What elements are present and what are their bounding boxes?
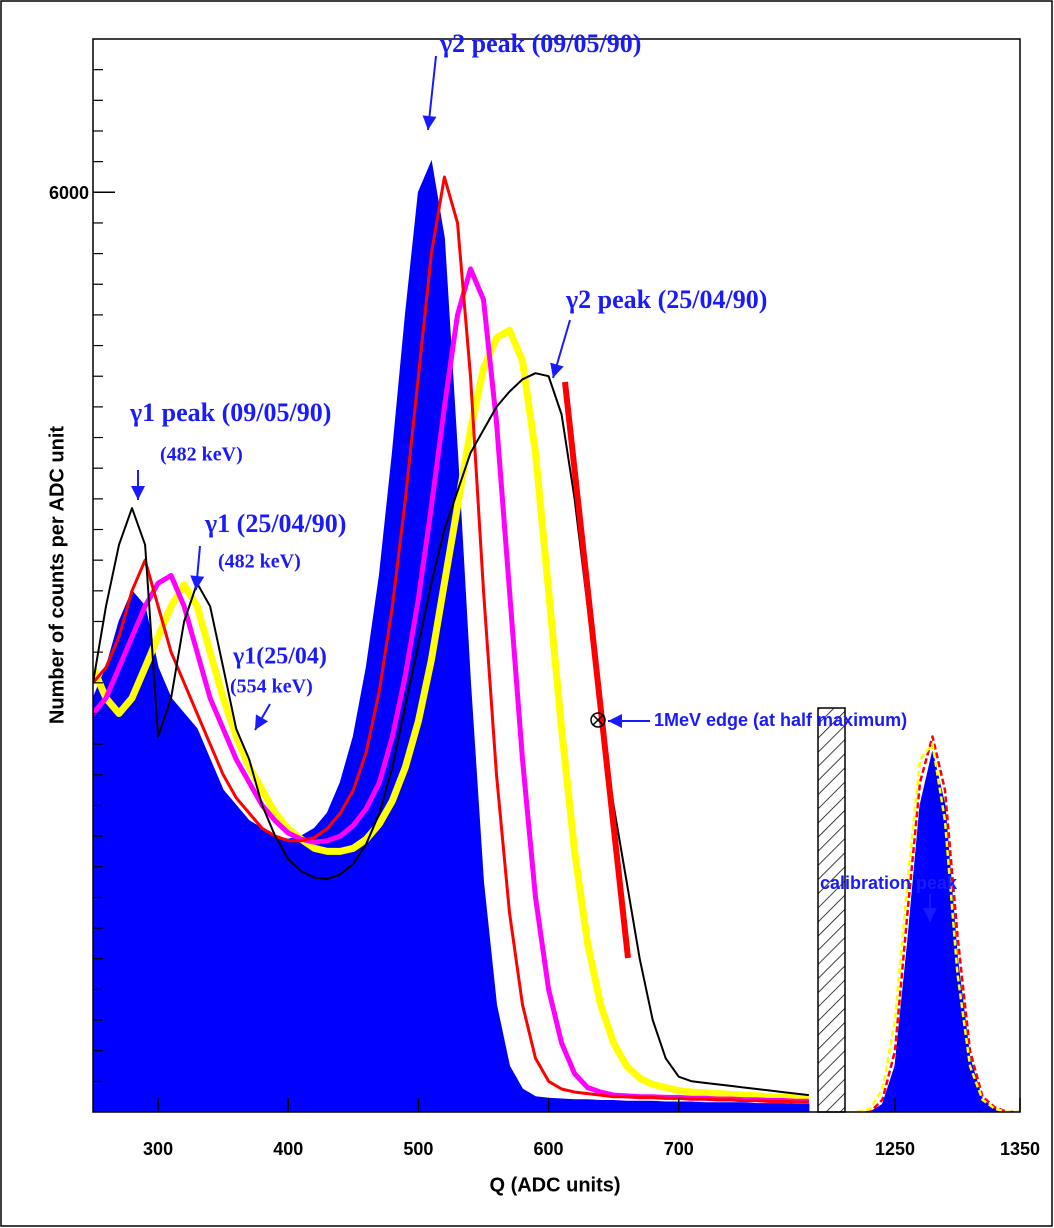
- annotation-arrowhead: [131, 486, 145, 500]
- x-tick-label: 700: [664, 1139, 694, 1159]
- x-tick-label: 500: [403, 1139, 433, 1159]
- half-max-marker: [590, 712, 606, 728]
- histogram-line: [93, 175, 809, 1104]
- histogram-line: [857, 735, 1020, 1112]
- annotation-arrowhead: [190, 575, 205, 590]
- y-tick-label: 6000: [49, 183, 89, 203]
- axes: 300 400 500 600 700 6000 1250 1350: [49, 69, 1040, 1159]
- annotation: γ2 peak (09/05/90): [439, 29, 641, 58]
- marks: [93, 159, 1020, 1112]
- annotation: γ1 peak (09/05/90): [129, 398, 331, 427]
- histogram-area: [93, 159, 810, 1112]
- annotation-arrowhead: [608, 714, 622, 728]
- histogram-line: [93, 326, 810, 1102]
- annotation: 1MeV edge (at half maximum): [654, 710, 907, 730]
- edge-fit-line: [562, 381, 631, 959]
- annotation: (554 keV): [230, 676, 313, 698]
- axis-break: [817, 707, 846, 1113]
- x-tick-label: 1250: [875, 1139, 915, 1159]
- x-tick-label: 300: [143, 1139, 173, 1159]
- plot-frame: [92, 38, 1021, 1113]
- annotation-arrowhead: [923, 908, 937, 922]
- x-tick-label: 400: [273, 1139, 303, 1159]
- x-tick-label: 1350: [1000, 1139, 1040, 1159]
- annotation: γ2 peak (25/04/90): [565, 285, 767, 314]
- annotation: γ1 (25/04/90): [204, 509, 346, 538]
- y-axis-label: Number of counts per ADC unit: [46, 426, 68, 724]
- annotation-arrowhead: [255, 714, 269, 730]
- annotation-arrowhead: [550, 362, 564, 378]
- x-axis-label: Q (ADC units): [489, 1174, 620, 1196]
- annotation: (482 keV): [218, 551, 301, 573]
- x-tick-label: 600: [534, 1139, 564, 1159]
- histogram-line: [857, 742, 1020, 1112]
- histogram-line: [93, 372, 810, 1097]
- panel-marks: [93, 159, 810, 1112]
- annotation: (482 keV): [160, 444, 243, 466]
- annotation-arrowhead: [422, 115, 437, 130]
- annotation: calibration peak: [820, 873, 958, 893]
- annotation: γ1(25/04): [232, 644, 327, 670]
- panel-marks: [857, 735, 1020, 1112]
